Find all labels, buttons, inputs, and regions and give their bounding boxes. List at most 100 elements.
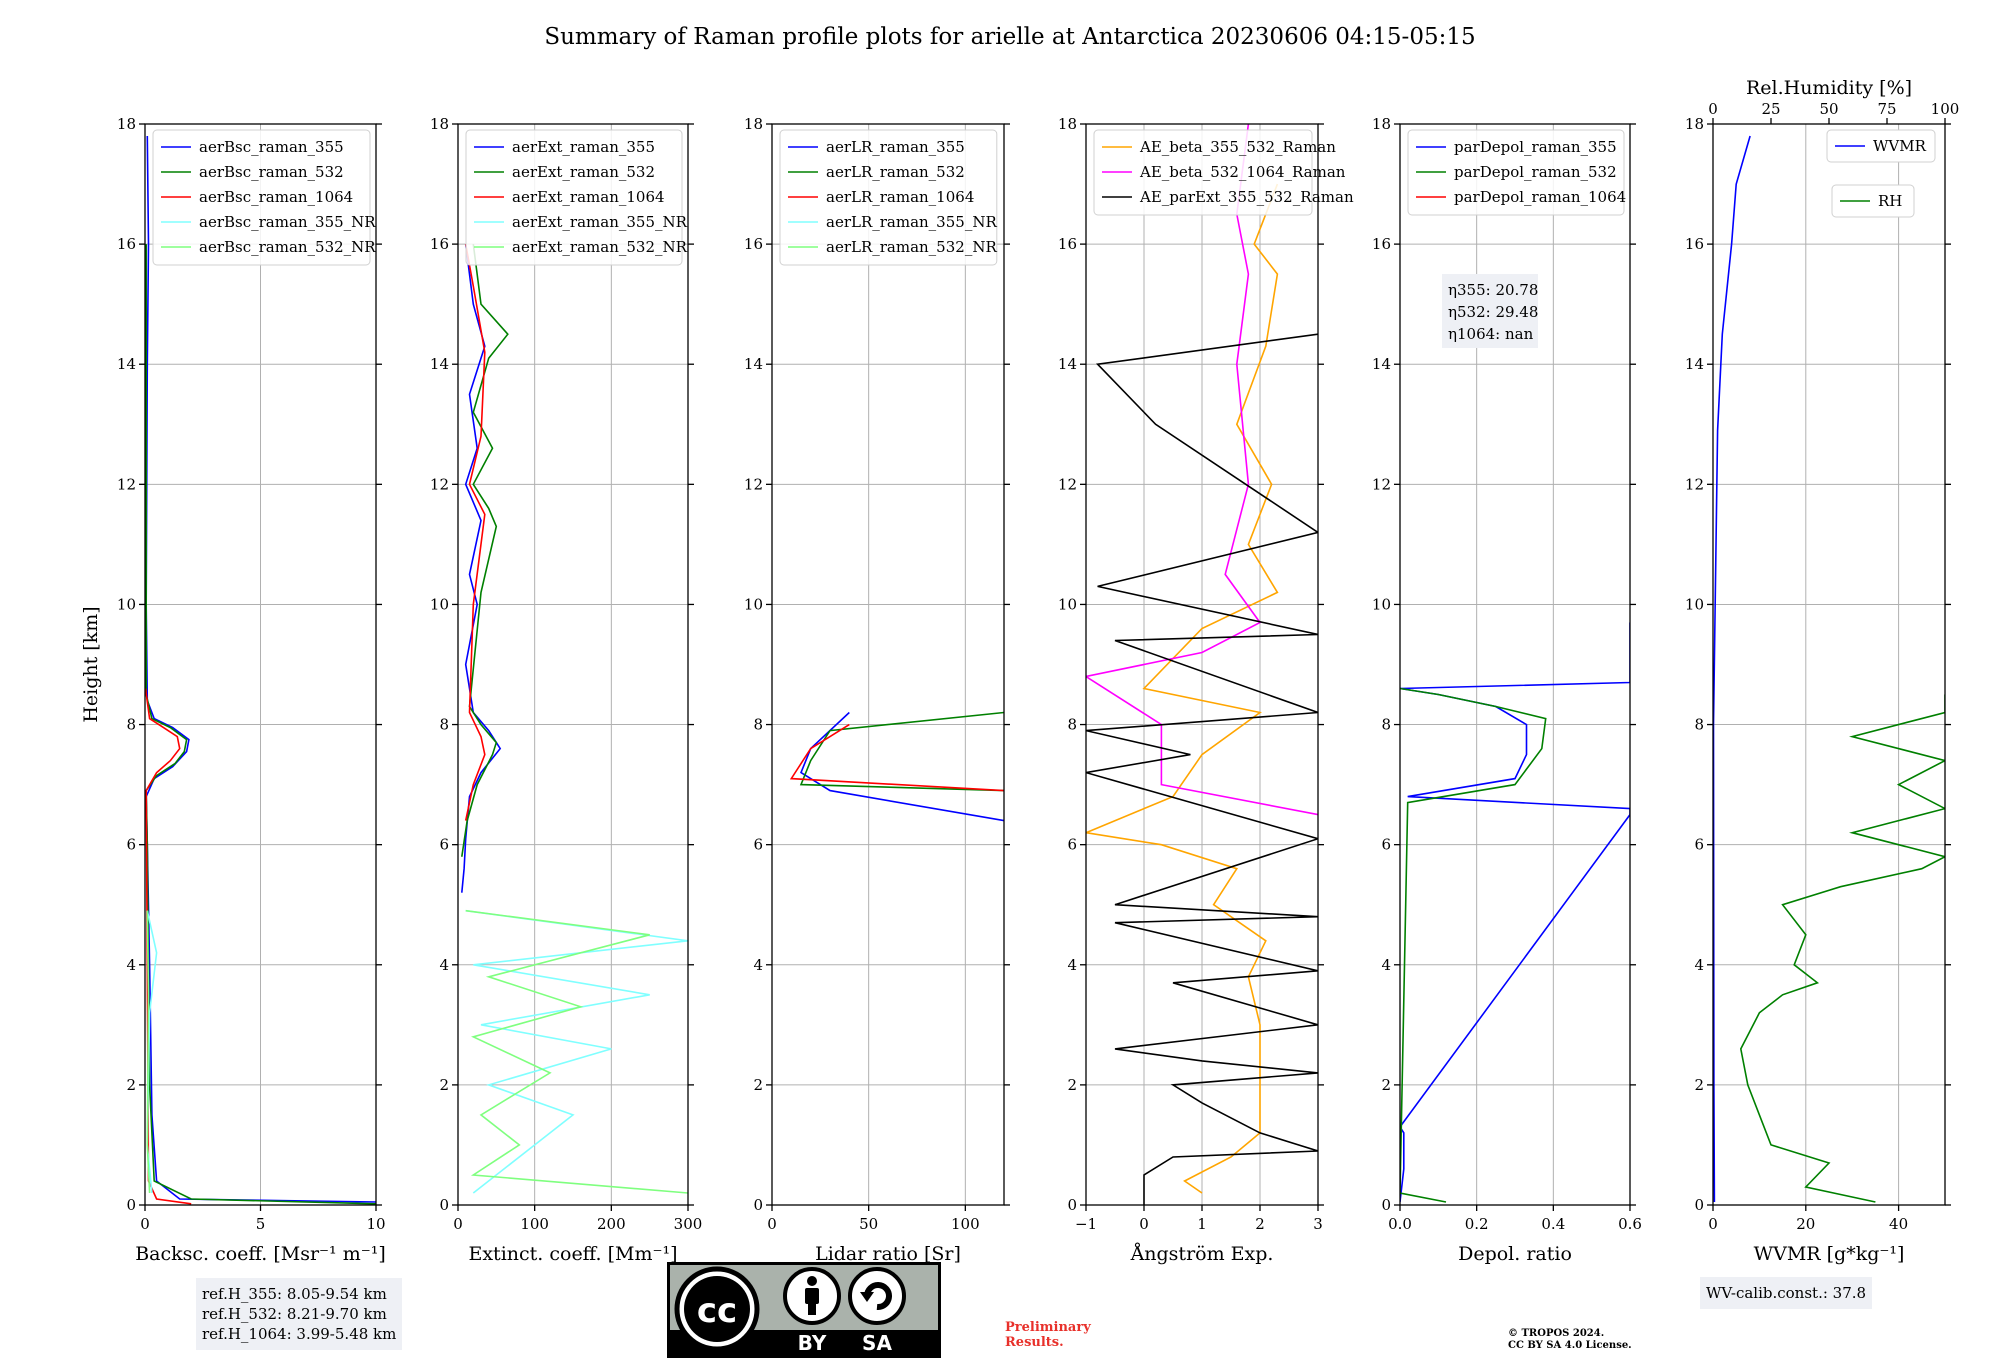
y-tick-label: 2: [1067, 1076, 1077, 1094]
axes-frame: [1712, 123, 1946, 1206]
y-tick-label: 0: [1381, 1196, 1391, 1214]
x-tick-label: −1: [1075, 1215, 1097, 1233]
y-tick-label: 16: [117, 235, 136, 253]
legend: aerExt_raman_355 aerExt_raman_532 aerExt_r…: [465, 129, 688, 266]
x-tick-label: 0.6: [1618, 1215, 1642, 1233]
x-axis-label: Extinct. coeff. [Mm⁻¹]: [468, 1243, 677, 1265]
eta-annotation: η355: 20.78 η532: 29.48 η1064: nan: [1442, 274, 1538, 348]
legend-box: [1831, 184, 1915, 218]
x-tick-label: 50: [859, 1215, 878, 1233]
y-tick-label: 10: [117, 595, 136, 613]
x-tick-label: 100: [520, 1215, 549, 1233]
axes-frame: [771, 123, 1005, 1206]
series-line-aerBsc_raman_532: [145, 244, 376, 1205]
wv-calibration-constant: WV-calib.const.: 37.8: [1706, 1284, 1867, 1302]
y-tick-label: 0: [439, 1196, 449, 1214]
y-tick-label: 18: [117, 115, 136, 133]
eta-value: η355: 20.78: [1448, 281, 1538, 299]
y-tick-label: 4: [126, 956, 136, 974]
legend-label: aerBsc_raman_355: [199, 138, 344, 156]
x-axis-label: Backsc. coeff. [Msr⁻¹ m⁻¹]: [135, 1243, 386, 1265]
series-line-aerLR_raman_1064: [789, 723, 1004, 792]
panel-backscatter: 0 2 4 6 8 10 12 14 16 18 0 5 10 Backsc. coeff. [Msr⁻¹…: [80, 115, 386, 1265]
axes-frame: [457, 123, 689, 1206]
y-tick-label: 8: [439, 716, 449, 734]
top-x-tick-label: 25: [1761, 100, 1780, 118]
legend-label: aerBsc_raman_1064: [199, 188, 353, 206]
legend-label: aerExt_raman_532_NR: [512, 238, 688, 256]
series-line-aerExt_raman_532: [461, 243, 509, 857]
x-tick-label: 0.2: [1465, 1215, 1489, 1233]
y-tick-label: 0: [1067, 1196, 1077, 1214]
y-tick-label: 16: [1058, 235, 1077, 253]
y-tick-label: 12: [1058, 475, 1077, 493]
y-tick-label: 8: [1381, 716, 1391, 734]
x-tick-label: 200: [597, 1215, 626, 1233]
x-tick-label: 3: [1313, 1215, 1323, 1233]
legend-label: AE_parExt_355_532_Raman: [1139, 188, 1354, 206]
legend-label: parDepol_raman_532: [1454, 163, 1617, 181]
cc-text: cc: [697, 1291, 737, 1331]
series-line-aerBsc_raman_355: [145, 135, 376, 1203]
y-tick-label: 14: [744, 355, 763, 373]
wv-calibration-box: WV-calib.const.: 37.8: [1700, 1277, 1873, 1309]
legend-label: aerExt_raman_355: [512, 138, 655, 156]
reference-heights-box: ref.H_355: 8.05-9.54 km ref.H_532: 8.21-…: [196, 1278, 403, 1350]
legend-box: [779, 129, 998, 266]
series-line-RH: [1739, 694, 1945, 1203]
copyright-note: © TROPOS 2024. CC BY SA 4.0 License.: [1508, 1328, 1632, 1352]
y-tick-label: 16: [744, 235, 763, 253]
preliminary-line-1: Preliminary: [1005, 1320, 1091, 1335]
y-tick-label: 14: [430, 355, 449, 373]
y-tick-label: 2: [753, 1076, 763, 1094]
legend-box: [465, 129, 683, 266]
x-tick-label: 0.0: [1388, 1215, 1412, 1233]
legend-label: AE_beta_355_532_Raman: [1139, 138, 1336, 156]
legend-label: aerBsc_raman_532_NR: [199, 238, 376, 256]
series-line-aerExt_raman_355: [461, 243, 502, 893]
eta-annotation-box: [1442, 274, 1538, 348]
eta-value: η1064: nan: [1448, 325, 1534, 343]
y-tick-label: 8: [1067, 716, 1077, 734]
legend-box: [1093, 129, 1313, 216]
y-tick-label: 18: [430, 115, 449, 133]
share-alike-icon: [848, 1267, 906, 1325]
x-tick-label: 5: [256, 1215, 266, 1233]
y-tick-label: 6: [439, 836, 449, 854]
x-tick-label: 100: [951, 1215, 980, 1233]
y-tick-label: 12: [430, 475, 449, 493]
y-tick-label: 4: [439, 956, 449, 974]
y-axis-label: Height [km]: [80, 606, 102, 722]
series-line-AE_beta_532_1064_Raman: [1086, 124, 1318, 816]
legend-label: aerLR_raman_1064: [826, 188, 974, 206]
x-tick-label: 1: [1197, 1215, 1207, 1233]
legend-label: aerLR_raman_532_NR: [826, 238, 997, 256]
y-tick-label: 10: [1372, 595, 1391, 613]
y-tick-label: 12: [117, 475, 136, 493]
legend-label: aerBsc_raman_355_NR: [199, 213, 376, 231]
x-tick-label: 20: [1796, 1215, 1815, 1233]
series-line-parDepol_raman_532: [1400, 687, 1547, 1203]
y-tick-label: 6: [753, 836, 763, 854]
y-tick-label: 2: [126, 1076, 136, 1094]
y-tick-label: 10: [1685, 595, 1704, 613]
legend-RH: RH: [1831, 184, 1915, 218]
copyright-line-2: CC BY SA 4.0 License.: [1508, 1340, 1632, 1351]
eta-value: η532: 29.48: [1448, 303, 1538, 321]
x-tick-label: 10: [366, 1215, 385, 1233]
y-tick-label: 18: [1685, 115, 1704, 133]
x-axis-label: Lidar ratio [Sr]: [815, 1243, 961, 1265]
y-tick-label: 14: [117, 355, 136, 373]
top-x-tick-label: 50: [1819, 100, 1838, 118]
y-tick-label: 4: [1694, 956, 1704, 974]
y-tick-label: 4: [1067, 956, 1077, 974]
y-tick-label: 8: [753, 716, 763, 734]
by-text: BY: [798, 1331, 827, 1355]
series-line-aerExt_raman_355_NR: [465, 909, 688, 1194]
x-tick-label: 0: [1139, 1215, 1149, 1233]
y-tick-label: 14: [1058, 355, 1077, 373]
legend-label: parDepol_raman_1064: [1454, 188, 1626, 206]
copyright-line-1: © TROPOS 2024.: [1508, 1328, 1605, 1339]
x-tick-label: 2: [1255, 1215, 1265, 1233]
